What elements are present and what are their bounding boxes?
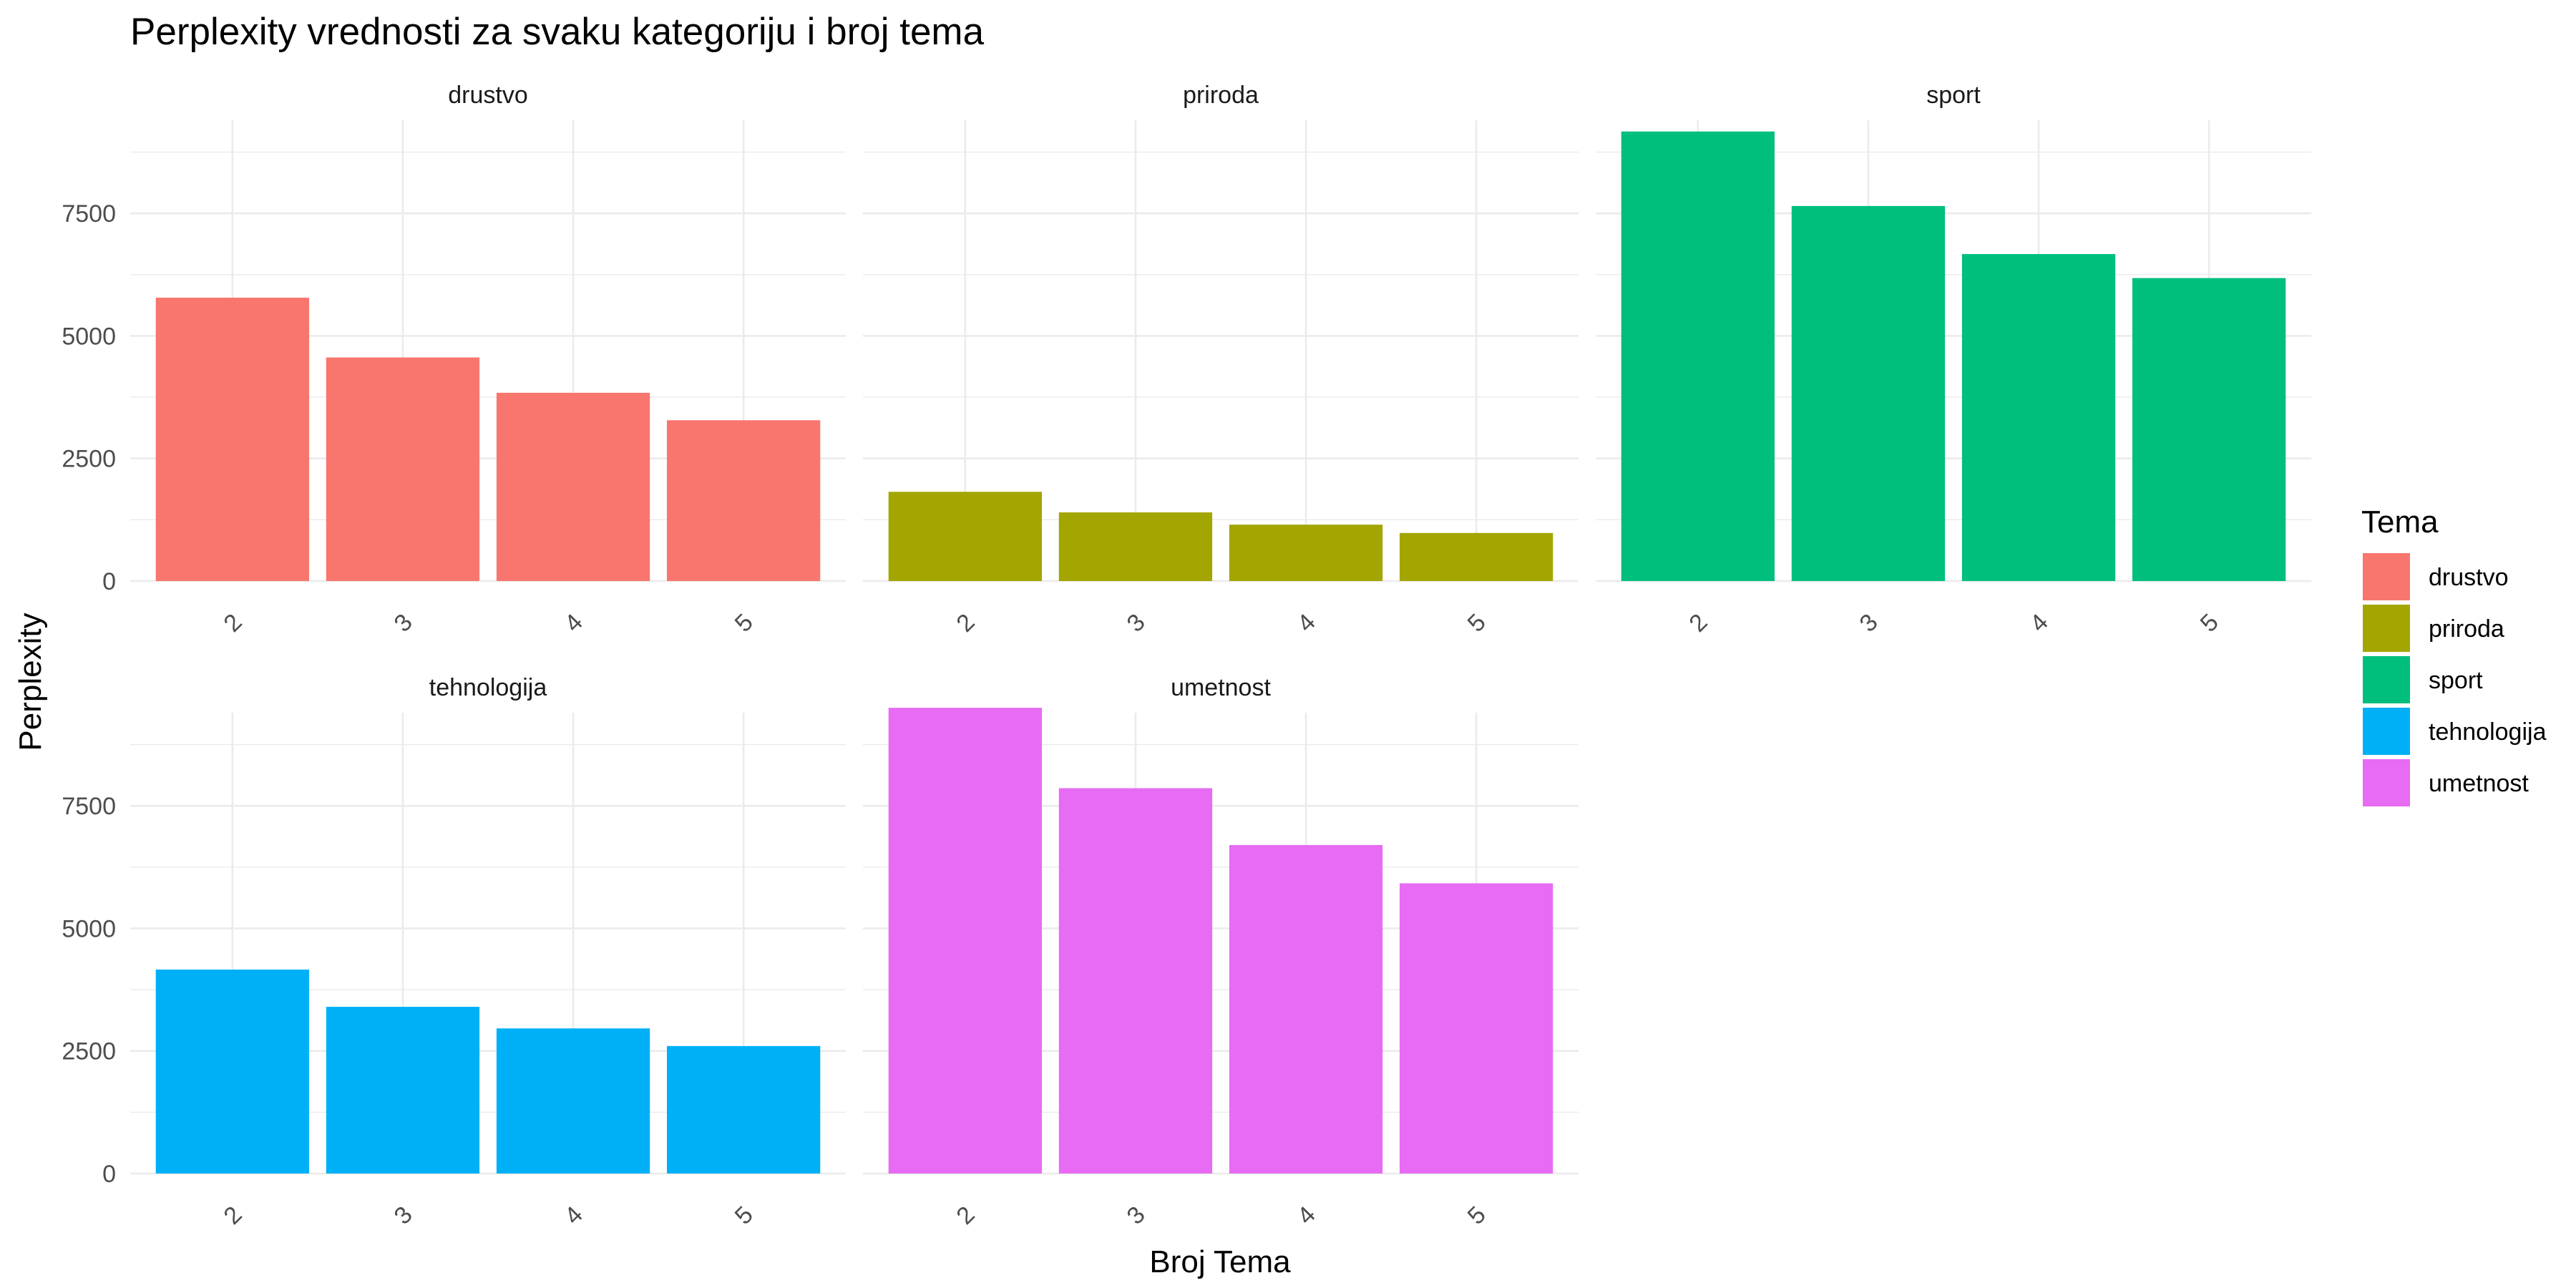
legend-swatch <box>2363 553 2410 600</box>
bar-drustvo-4 <box>496 392 650 581</box>
y-tick-label: 0 <box>102 1161 116 1188</box>
x-tick-label: 2 <box>951 609 980 638</box>
bar-priroda-3 <box>1058 512 1213 581</box>
legend-item-priroda: priroda <box>2363 605 2504 652</box>
facet-panel-priroda: priroda 2 3 4 5 <box>863 82 1579 638</box>
y-tick-label: 0 <box>102 568 116 595</box>
x-axis-title: Broj Tema <box>1149 1244 1291 1279</box>
bar-umetnost-5 <box>1400 883 1553 1174</box>
x-tick-label: 3 <box>1122 609 1151 638</box>
legend-item-sport: sport <box>2363 656 2483 703</box>
y-axis-title: Perplexity <box>13 613 48 751</box>
legend-swatch <box>2363 605 2410 652</box>
legend-swatch <box>2363 759 2410 806</box>
x-tick-label: 5 <box>1463 1201 1491 1230</box>
x-tick-label: 4 <box>1292 1201 1321 1230</box>
legend-label: tehnologija <box>2429 718 2547 746</box>
bar-umetnost-3 <box>1058 788 1213 1174</box>
bar-sport-3 <box>1791 205 1946 581</box>
facet-strip-label: drustvo <box>448 82 528 109</box>
facet-panel-drustvo: drustvo 0 2500 5000 7500 2 3 4 5 <box>62 82 846 638</box>
x-tick-label: 4 <box>2025 609 2054 638</box>
y-tick-label: 7500 <box>62 200 116 228</box>
chart-title: Perplexity vrednosti za svaku kategoriju… <box>130 11 985 53</box>
facet-panel-sport: sport 2 3 4 5 <box>1596 82 2311 638</box>
y-tick-label: 5000 <box>62 915 116 942</box>
bar-drustvo-5 <box>667 420 821 581</box>
bar-sport-5 <box>2132 278 2286 581</box>
bar-priroda-4 <box>1229 525 1383 581</box>
x-tick-label: 2 <box>1684 609 1712 638</box>
bar-sport-2 <box>1621 131 1775 581</box>
facet-strip-label: umetnost <box>1171 674 1271 701</box>
x-tick-label: 5 <box>730 609 758 638</box>
legend-label: umetnost <box>2429 770 2529 797</box>
legend-item-umetnost: umetnost <box>2363 759 2529 806</box>
facet-panel-umetnost: umetnost 2 3 4 5 <box>863 674 1579 1230</box>
bar-priroda-2 <box>888 492 1042 581</box>
bar-tehnologija-2 <box>155 969 309 1174</box>
bar-umetnost-4 <box>1229 844 1383 1174</box>
bar-tehnologija-3 <box>326 1007 480 1174</box>
x-tick-label: 2 <box>218 609 247 638</box>
facet-panel-tehnologija: tehnologija 0 2500 5000 7500 2 3 4 5 <box>62 674 846 1230</box>
legend-label: drustvo <box>2429 564 2509 591</box>
facet-strip-label: tehnologija <box>429 674 547 701</box>
x-tick-label: 5 <box>730 1201 758 1230</box>
x-tick-label: 2 <box>951 1201 980 1230</box>
bar-drustvo-2 <box>155 298 309 581</box>
legend-swatch <box>2363 656 2410 703</box>
legend-label: sport <box>2429 667 2483 694</box>
x-tick-label: 4 <box>1292 609 1321 638</box>
x-tick-label: 3 <box>1855 609 1883 638</box>
y-tick-label: 5000 <box>62 323 116 350</box>
bar-umetnost-2 <box>888 708 1042 1174</box>
x-tick-label: 4 <box>560 1201 588 1230</box>
x-tick-label: 5 <box>1463 609 1491 638</box>
facet-strip-label: sport <box>1926 82 1981 109</box>
x-tick-label: 5 <box>2195 609 2224 638</box>
bar-tehnologija-5 <box>667 1045 821 1174</box>
y-tick-label: 2500 <box>62 446 116 473</box>
bar-drustvo-3 <box>326 357 480 581</box>
bar-sport-4 <box>1961 254 2116 581</box>
bar-tehnologija-4 <box>496 1028 650 1174</box>
legend-item-tehnologija: tehnologija <box>2363 708 2547 755</box>
facet-strip-label: priroda <box>1183 82 1259 109</box>
legend-swatch <box>2363 708 2410 755</box>
legend: drustvo priroda sport tehnologija umetnost <box>2363 553 2547 806</box>
y-tick-label: 7500 <box>62 793 116 820</box>
y-tick-label: 2500 <box>62 1038 116 1065</box>
x-tick-label: 3 <box>1122 1201 1151 1230</box>
x-tick-label: 3 <box>389 1201 418 1230</box>
x-tick-label: 2 <box>218 1201 247 1230</box>
bar-priroda-5 <box>1400 532 1553 581</box>
legend-item-drustvo: drustvo <box>2363 553 2509 600</box>
legend-title: Tema <box>2361 504 2439 540</box>
x-tick-label: 3 <box>389 609 418 638</box>
x-tick-label: 4 <box>560 609 588 638</box>
legend-label: priroda <box>2429 615 2504 643</box>
